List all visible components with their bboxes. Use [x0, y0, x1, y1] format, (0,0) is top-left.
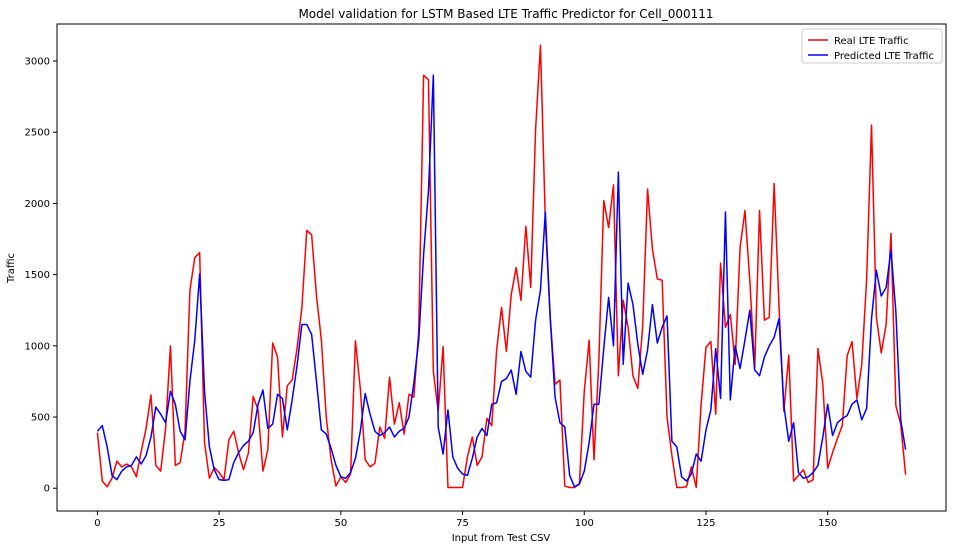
series-layer: [96, 44, 907, 489]
legend-box: [801, 28, 943, 64]
x-tick-label: 75: [456, 518, 469, 529]
legend-label-predicted-traffic: Predicted LTE Traffic: [834, 51, 934, 62]
y-tick-label: 1000: [25, 341, 50, 352]
x-tick-label: 150: [818, 518, 837, 529]
x-tick-label: 50: [334, 518, 347, 529]
y-tick-label: 1500: [25, 270, 50, 281]
y-tick-label: 2500: [25, 128, 50, 139]
chart-title: Model validation for LSTM Based LTE Traf…: [298, 7, 713, 21]
plot-area-frame: [56, 23, 947, 512]
y-axis-label: Traffic: [6, 253, 17, 284]
x-tick-label: 125: [696, 518, 715, 529]
x-axis-ticks: 0 25 50 75 100 125 150: [94, 511, 837, 529]
y-tick-label: 0: [44, 484, 50, 495]
y-tick-label: 500: [31, 413, 50, 424]
series-line-predicted-traffic: [96, 74, 907, 488]
series-line-real-traffic: [96, 44, 907, 489]
x-axis-label: Input from Test CSV: [452, 533, 551, 544]
chart-legend: Real LTE Traffic Predicted LTE Traffic: [801, 28, 943, 64]
y-tick-label: 3000: [25, 57, 50, 68]
x-tick-label: 0: [94, 518, 100, 529]
x-tick-label: 25: [213, 518, 226, 529]
y-axis-ticks: 0 500 1000 1500 2000 2500 3000: [25, 57, 57, 495]
legend-label-real-traffic: Real LTE Traffic: [834, 36, 909, 47]
y-tick-label: 2000: [25, 199, 50, 210]
x-tick-label: 100: [575, 518, 594, 529]
